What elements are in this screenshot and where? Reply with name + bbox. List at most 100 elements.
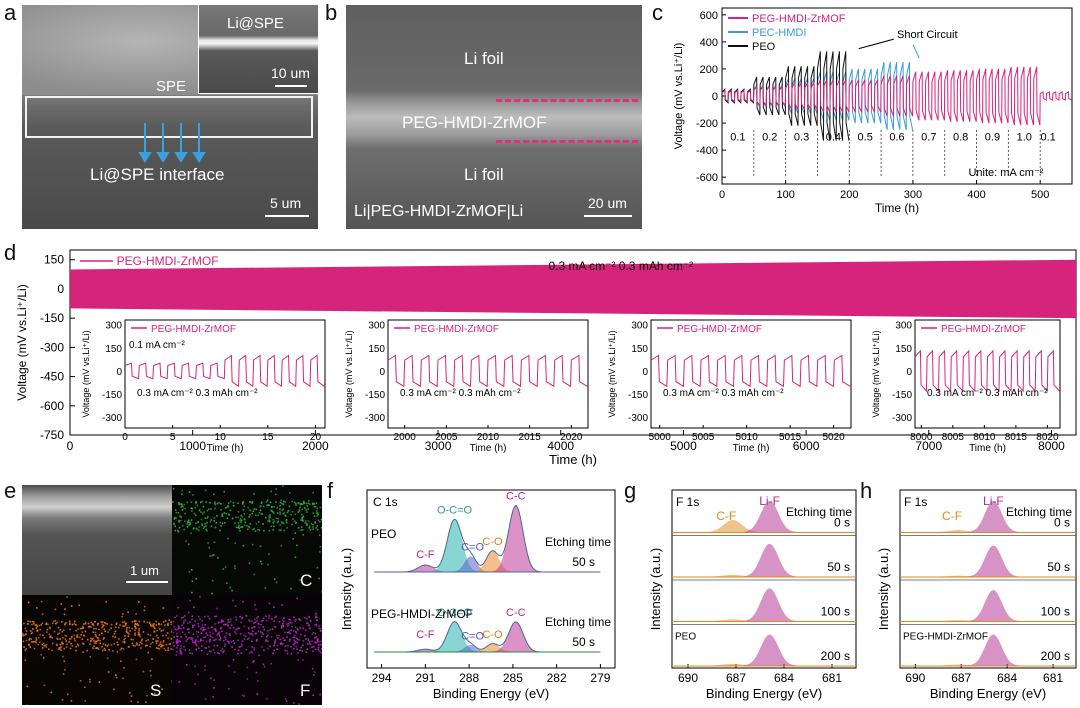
eds-dot	[293, 639, 295, 642]
eds-dot	[282, 522, 285, 524]
rate-step-label: 0.9	[985, 132, 1000, 144]
eds-dot	[295, 632, 298, 634]
eds-dot	[139, 641, 142, 644]
peak-label: C-C	[506, 607, 526, 619]
eds-dot	[123, 638, 126, 641]
eds-dot	[92, 647, 94, 649]
eds-dot	[94, 640, 96, 643]
eds-dot	[180, 652, 183, 655]
inset-x-axis-title: Time (h)	[733, 443, 770, 454]
eds-dot	[213, 520, 216, 522]
condition-label: 0.3 mA cm⁻² 0.3 mAh cm⁻²	[548, 259, 693, 273]
eds-dot	[302, 639, 305, 642]
eds-dot	[106, 623, 108, 625]
eds-dot	[155, 620, 157, 623]
eds-dot	[272, 518, 275, 521]
eds-dot	[295, 522, 297, 524]
panel-letter-c: c	[652, 0, 663, 25]
eds-dot	[115, 674, 117, 676]
eds-dot	[176, 529, 179, 532]
eds-dot	[296, 641, 298, 644]
eds-dot	[163, 624, 166, 626]
eds-dot	[176, 638, 179, 641]
inset-x-tick-label: 5010	[736, 432, 759, 443]
eds-dot	[66, 596, 68, 598]
spectrum-title: F 1s	[676, 495, 699, 509]
eds-dot	[219, 627, 222, 629]
eds-dot	[297, 511, 300, 513]
inset-x-tick-label: 0	[122, 432, 128, 443]
eds-dot	[260, 563, 263, 565]
eds-dot	[266, 640, 269, 642]
eds-dot	[267, 647, 269, 650]
eds-dot	[130, 700, 132, 703]
eds-dot	[281, 509, 284, 511]
eds-dot	[173, 523, 175, 525]
eds-dot	[315, 636, 318, 638]
eds-dot	[22, 633, 24, 635]
xps-peak	[729, 588, 809, 622]
eds-dot	[82, 623, 85, 625]
eds-dot	[68, 620, 71, 623]
eds-dot	[65, 634, 68, 637]
eds-dot	[300, 529, 302, 532]
eds-dot	[317, 640, 319, 643]
eds-dot	[234, 565, 236, 567]
eds-dot	[306, 617, 308, 620]
eds-dot	[210, 519, 213, 521]
etch-label: Etching time	[786, 505, 852, 519]
inset-x-tick-label: 8000	[910, 432, 933, 443]
inset-series	[124, 354, 325, 388]
eds-dot	[270, 618, 273, 620]
eds-dot	[117, 638, 120, 640]
eds-dot	[268, 602, 271, 605]
eds-dot	[221, 522, 224, 525]
eds-dot	[192, 641, 194, 644]
eds-dot	[259, 509, 262, 512]
inset-x-tick-label: 2005	[435, 432, 458, 443]
eds-dot	[79, 627, 82, 630]
eds-dot	[223, 649, 225, 652]
eds-dot	[172, 648, 174, 651]
peak-label: C-O	[482, 629, 503, 641]
eds-dot	[287, 644, 289, 647]
eds-dot	[240, 621, 242, 624]
etch-time: 0 s	[834, 516, 850, 530]
eds-dot	[26, 685, 29, 688]
eds-dot	[63, 629, 65, 631]
eds-dot	[102, 638, 105, 640]
eds-dot	[257, 630, 260, 633]
eds-dot	[122, 677, 124, 680]
eds-dot	[279, 508, 281, 510]
rate-step-label: 0.5	[858, 132, 873, 144]
eds-dot	[150, 625, 152, 627]
eds-dot	[104, 649, 107, 652]
eds-dot	[298, 618, 300, 620]
eds-dot	[184, 633, 186, 636]
eds-dot	[65, 622, 67, 624]
scale-bar-a	[265, 215, 309, 217]
eds-dot	[95, 635, 97, 638]
inset-y-tick-label: -300	[628, 413, 648, 424]
eds-dot	[318, 625, 321, 627]
eds-dot	[191, 580, 194, 583]
eds-dot	[142, 631, 145, 633]
eds-dot	[40, 623, 43, 626]
eds-dot	[81, 638, 84, 640]
eds-dot	[320, 643, 322, 646]
eds-dot	[234, 522, 236, 524]
eds-dot	[148, 621, 151, 624]
eds-dot	[295, 504, 297, 506]
eds-label-s: S	[150, 681, 162, 700]
eds-dot	[251, 630, 254, 632]
eds-dot	[203, 511, 205, 514]
eds-dot	[197, 673, 199, 676]
eds-dot	[292, 648, 295, 650]
eds-dot	[254, 618, 256, 621]
eds-dot	[151, 658, 153, 660]
etch-time: 100 s	[821, 605, 850, 619]
eds-dot	[282, 622, 284, 624]
inset-li-spe: Li@SPE 10 um	[198, 5, 318, 94]
eds-dot	[123, 667, 125, 669]
eds-dot	[94, 647, 97, 650]
